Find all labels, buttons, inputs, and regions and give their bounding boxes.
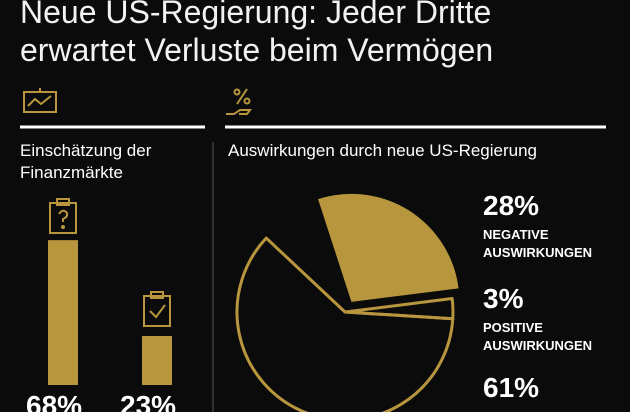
headline: erwartet Verluste beim Vermögen xyxy=(20,32,494,68)
headline: Neue US-Regierung: Jeder Dritte xyxy=(20,0,492,30)
slice-label: POSITIVE AUSWIRKUNGEN xyxy=(483,320,593,353)
bar xyxy=(48,240,78,385)
chart-title: Einschätzung der Finanzmärkte xyxy=(20,141,152,182)
pie-slice xyxy=(318,193,459,302)
value-label: 3% xyxy=(483,283,524,314)
question-clipboard-icon xyxy=(49,198,77,234)
check-clipboard-icon xyxy=(143,291,171,327)
percent-hand-icon xyxy=(226,88,252,115)
chart-icon xyxy=(23,88,57,113)
value-label: 68% xyxy=(26,390,83,412)
value-label: 23% xyxy=(120,390,177,412)
slice-label: NEGATIVE AUSWIRKUNGEN xyxy=(483,227,593,260)
pie-slice xyxy=(235,236,455,412)
value-label: 61% xyxy=(483,372,540,403)
value-label: 28% xyxy=(483,190,540,221)
chart-title: Auswirkungen durch neue US-Regierung xyxy=(228,141,538,160)
bar xyxy=(142,336,172,385)
